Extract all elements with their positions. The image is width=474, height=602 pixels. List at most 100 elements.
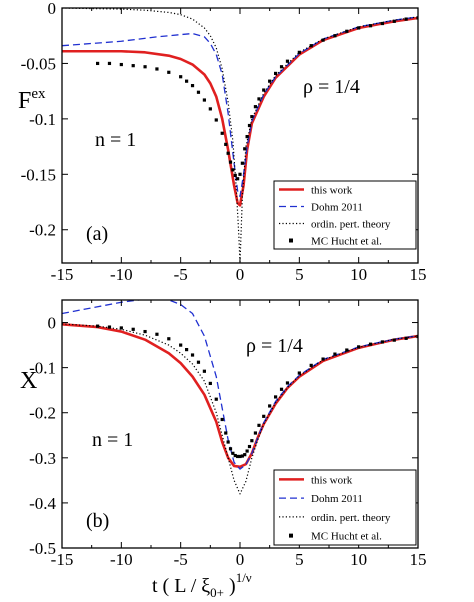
- y-tick-label: -0.1: [29, 359, 56, 378]
- x-tick-label: -10: [110, 550, 133, 569]
- data-point: [392, 338, 396, 342]
- data-point: [285, 381, 290, 385]
- y-tick-label: 0: [48, 314, 57, 333]
- data-point: [243, 453, 247, 457]
- x-tick-label: 10: [350, 265, 367, 284]
- data-point: [268, 404, 272, 408]
- y-tick-label: -0.2: [29, 221, 56, 240]
- data-point: [119, 62, 123, 67]
- series-line-solid: [62, 323, 418, 469]
- x-tick-label: 5: [295, 265, 304, 284]
- data-point: [380, 340, 384, 344]
- data-point: [233, 453, 237, 458]
- data-point: [131, 327, 135, 331]
- data-point: [250, 115, 254, 119]
- data-point: [179, 343, 183, 347]
- data-point: [224, 431, 228, 435]
- data-point: [185, 79, 189, 83]
- data-point: [257, 423, 261, 427]
- data-point: [96, 324, 100, 328]
- x-tick-label: 10: [350, 550, 367, 569]
- data-point: [357, 26, 361, 30]
- data-point: [155, 67, 159, 71]
- data-point: [321, 38, 325, 42]
- rho-annotation: ρ = 1/4: [303, 76, 360, 98]
- data-point: [226, 151, 230, 155]
- data-point: [357, 345, 361, 349]
- data-point: [297, 50, 301, 54]
- data-point: [262, 414, 266, 418]
- series-line-dotted: [62, 8, 418, 263]
- chart-panel-2: -15 -10 -5 0 5 10 15 0 -0.1 -0.2 -0.3 -0.4 -0.5 Xρ = …: [20, 299, 427, 600]
- data-point: [214, 397, 218, 401]
- data-point: [228, 447, 233, 451]
- data-point: [202, 98, 206, 102]
- data-point: [240, 161, 244, 165]
- data-point: [392, 19, 396, 23]
- data-point: [268, 79, 272, 83]
- data-point: [297, 371, 301, 375]
- data-point: [368, 24, 373, 28]
- rho-annotation: ρ = 1/4: [246, 335, 303, 357]
- legend-marker: [289, 238, 293, 243]
- data-point: [155, 332, 159, 336]
- x-tick-label: 15: [410, 265, 427, 284]
- x-tick-label: 15: [410, 550, 427, 569]
- legend-label: MC Hucht et al.: [311, 531, 382, 543]
- data-point: [404, 336, 408, 340]
- y-tick-label: -0.4: [29, 494, 56, 513]
- x-tick-label: -10: [110, 265, 133, 284]
- legend-marker: [289, 533, 293, 538]
- data-point: [245, 135, 249, 139]
- data-point: [196, 90, 201, 94]
- data-point: [179, 75, 183, 79]
- data-point: [333, 34, 337, 38]
- data-point: [96, 61, 100, 66]
- legend-label: ordin. pert. theory: [311, 512, 391, 524]
- x-tick-label: -5: [174, 265, 188, 284]
- data-point: [380, 21, 384, 26]
- series-line-solid: [62, 16, 418, 207]
- y-tick-label: -0.1: [29, 110, 56, 129]
- x-tick-label: 0: [236, 550, 245, 569]
- y-axis-label: X: [20, 368, 37, 394]
- data-point: [143, 329, 147, 334]
- legend-box: [273, 180, 417, 250]
- data-point: [202, 369, 206, 373]
- data-point: [185, 348, 189, 352]
- series-line-dashed: [62, 300, 418, 470]
- legend: this work Dohm 2011 ordin. pert. theory MC …: [273, 469, 417, 546]
- data-point: [247, 123, 252, 128]
- data-point: [416, 16, 418, 20]
- data-point: [119, 326, 123, 330]
- y-tick-label: -0.05: [21, 54, 56, 73]
- data-point: [236, 454, 240, 459]
- x-tick-label: -15: [51, 265, 74, 284]
- data-point: [107, 61, 112, 66]
- data-point: [220, 131, 224, 135]
- data-point: [274, 71, 278, 76]
- data-point: [224, 142, 228, 146]
- panel-label: (b): [86, 510, 109, 532]
- x-axis-label: t ( L / ξ0+ )1/ν: [152, 570, 252, 600]
- series-mc-hucht: [96, 324, 418, 459]
- data-point: [190, 84, 195, 88]
- data-point: [238, 454, 242, 459]
- legend-label: this work: [311, 474, 353, 486]
- n-annotation: n = 1: [95, 129, 136, 151]
- data-point: [279, 387, 284, 391]
- series-line-dashed: [62, 16, 418, 198]
- y-tick-label: -0.3: [29, 449, 56, 468]
- data-point: [250, 439, 254, 443]
- y-tick-label: -0.2: [29, 404, 56, 423]
- legend-box: [273, 469, 417, 546]
- data-point: [143, 65, 147, 69]
- series-mc-hucht: [96, 16, 418, 181]
- plot-area: [62, 300, 418, 495]
- legend-label: ordin. pert. theory: [311, 219, 391, 231]
- data-point: [279, 65, 284, 69]
- legend-label: Dohm 2011: [311, 202, 363, 214]
- legend-label: Dohm 2011: [311, 493, 363, 505]
